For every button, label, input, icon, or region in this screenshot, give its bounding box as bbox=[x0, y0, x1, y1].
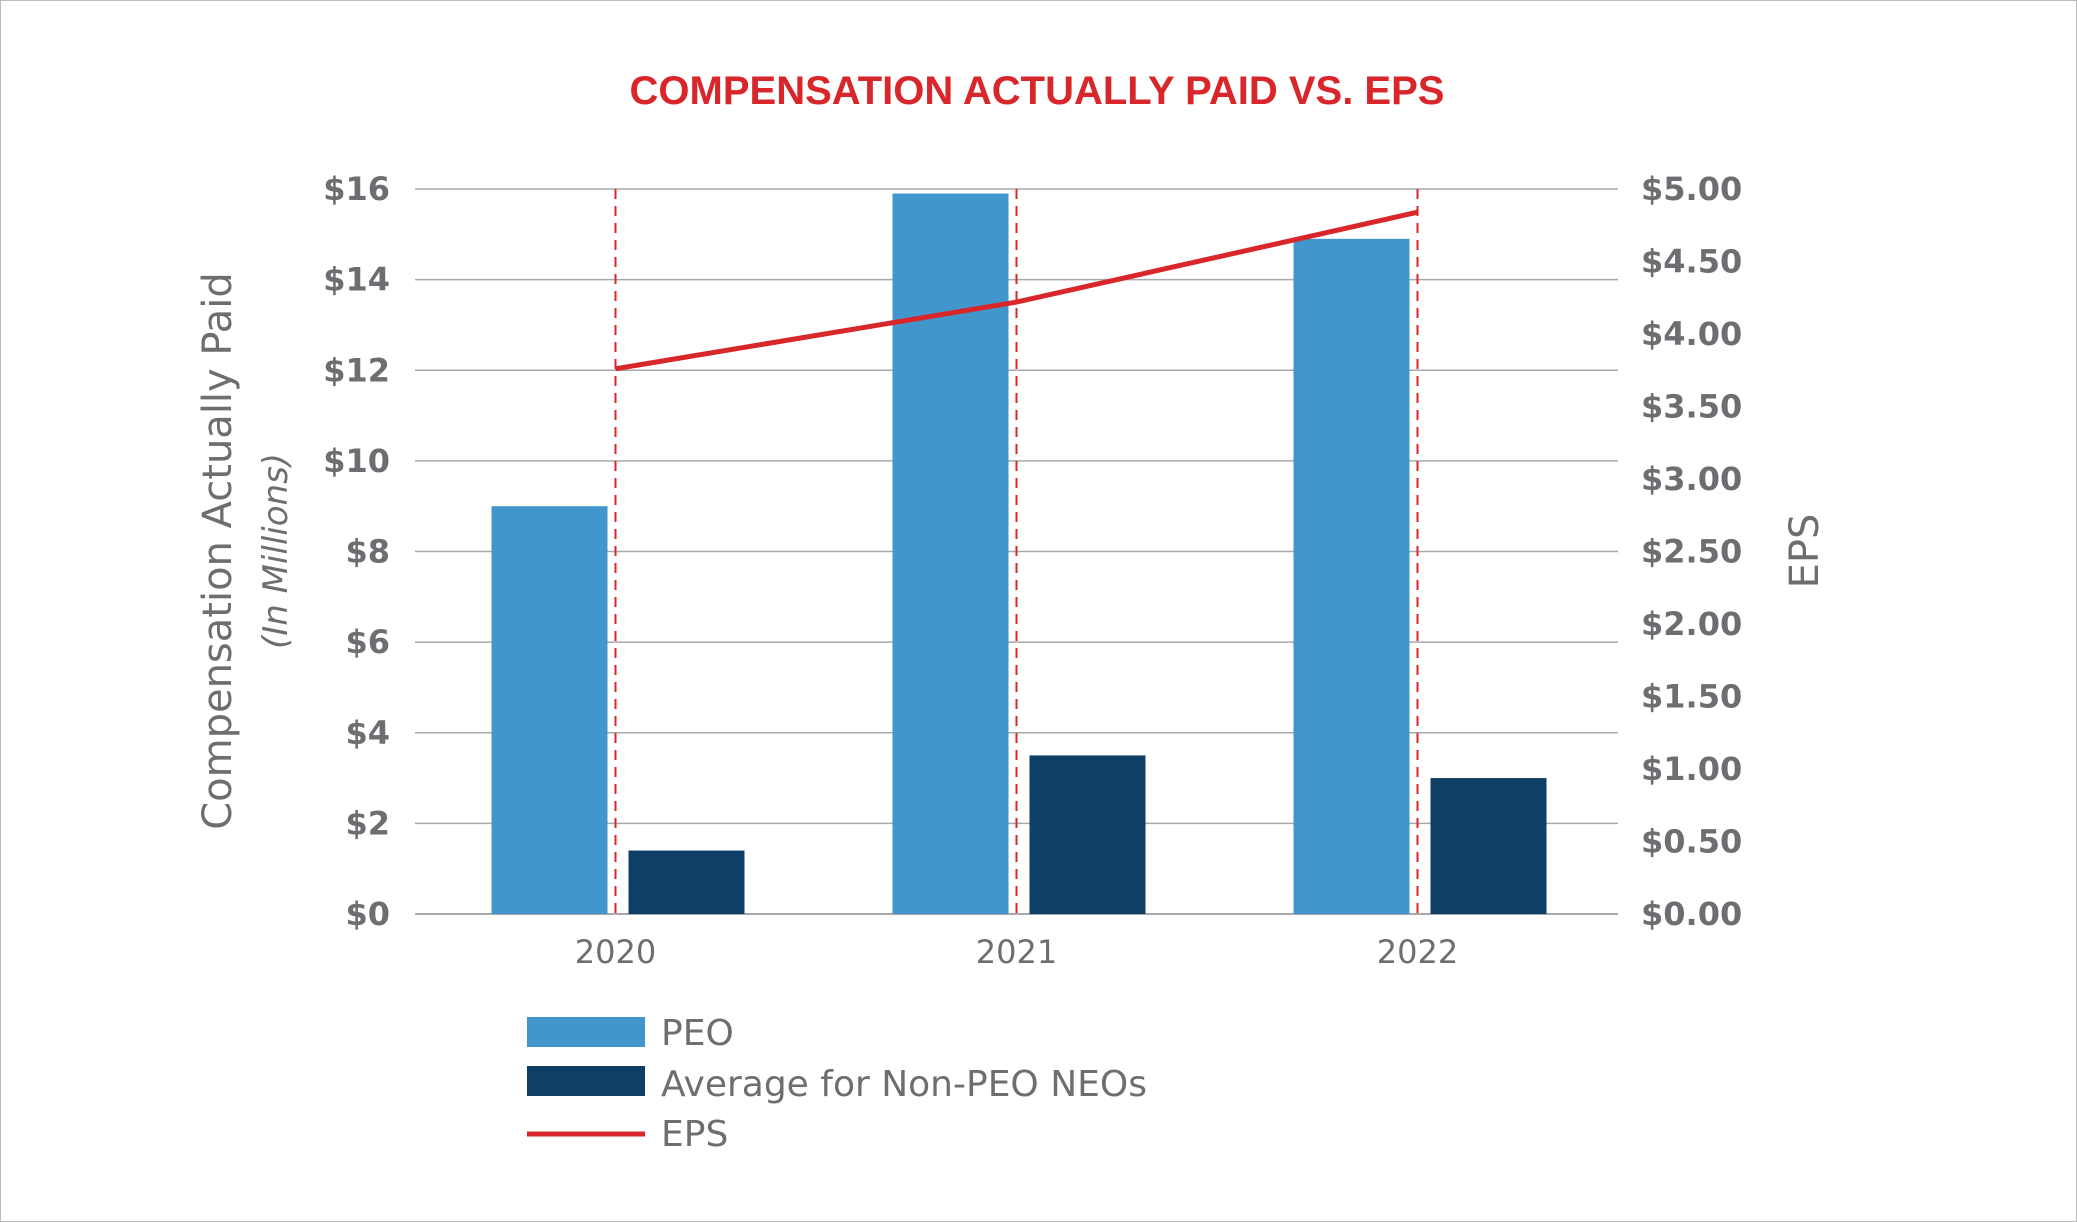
eps-line-layer bbox=[615, 209, 1419, 372]
chart-title: COMPENSATION ACTUALLY PAID VS. EPS bbox=[630, 69, 1445, 113]
y2-tick-label: $5.00 bbox=[1641, 170, 1742, 208]
y-tick-label: $8 bbox=[345, 533, 390, 571]
y-tick-label: $12 bbox=[323, 351, 390, 389]
bars bbox=[491, 193, 1547, 914]
y2-axis-title: EPS bbox=[1782, 514, 1828, 589]
y-tick-label: $6 bbox=[345, 623, 390, 661]
legend-swatch-non-peo bbox=[527, 1066, 645, 1096]
bar-average-for-non-peo-neos-2022 bbox=[1430, 778, 1547, 914]
bar-average-for-non-peo-neos-2020 bbox=[628, 850, 745, 914]
bar-peo-2022 bbox=[1293, 238, 1410, 914]
y-tick-label: $0 bbox=[345, 895, 390, 933]
y-tick-label: $16 bbox=[323, 170, 390, 208]
right-axis-ticks: $0.00 $0.50 $1.00 $1.50 $2.00 $2.50 $3.00 $3.50… bbox=[1641, 170, 1742, 933]
x-axis-ticks: 2020 2021 2022 bbox=[575, 933, 1458, 971]
x-tick-label: 2020 bbox=[575, 933, 656, 971]
y2-tick-label: $4.00 bbox=[1641, 315, 1742, 353]
y-tick-label: $2 bbox=[345, 804, 390, 842]
x-tick-label: 2022 bbox=[1377, 933, 1458, 971]
legend-swatch-peo bbox=[527, 1017, 645, 1047]
y2-tick-label: $2.00 bbox=[1641, 605, 1742, 643]
left-axis-ticks: $0 $2 $4 $6 $8 $10 $12 $14 $16 bbox=[323, 170, 390, 933]
y2-tick-label: $0.50 bbox=[1641, 823, 1742, 861]
y-tick-label: $10 bbox=[323, 442, 390, 480]
y2-tick-label: $0.00 bbox=[1641, 895, 1742, 933]
y2-tick-label: $2.50 bbox=[1641, 533, 1742, 571]
legend: PEO Average for Non-PEO NEOs EPS bbox=[527, 1013, 1147, 1155]
legend-label-peo: PEO bbox=[661, 1013, 734, 1054]
y-axis-title: Compensation Actually Paid bbox=[195, 272, 241, 830]
y2-tick-label: $3.50 bbox=[1641, 388, 1742, 426]
y2-tick-label: $3.00 bbox=[1641, 460, 1742, 498]
legend-label-non-peo: Average for Non-PEO NEOs bbox=[661, 1064, 1147, 1105]
year-dividers bbox=[614, 189, 1419, 914]
bar-average-for-non-peo-neos-2021 bbox=[1029, 755, 1146, 914]
y2-tick-label: $4.50 bbox=[1641, 243, 1742, 281]
line-eps bbox=[615, 209, 1419, 372]
y-axis-subtitle: (In Millions) bbox=[256, 453, 296, 649]
bar-peo-2020 bbox=[491, 506, 608, 914]
legend-label-eps: EPS bbox=[661, 1114, 728, 1155]
bar-peo-2021 bbox=[892, 193, 1009, 914]
x-tick-label: 2021 bbox=[976, 933, 1057, 971]
y-tick-label: $14 bbox=[323, 261, 390, 299]
y-tick-label: $4 bbox=[345, 714, 390, 752]
y2-tick-label: $1.00 bbox=[1641, 750, 1742, 788]
y2-tick-label: $1.50 bbox=[1641, 678, 1742, 716]
